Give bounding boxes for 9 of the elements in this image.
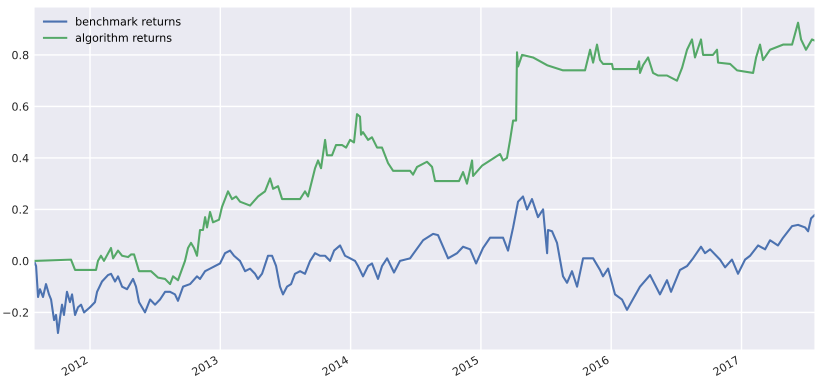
y-tick-label: 0.2 xyxy=(12,205,28,214)
y-tick-label: −0.2 xyxy=(3,308,28,317)
line-series xyxy=(34,195,815,334)
legend-label: benchmark returns xyxy=(76,17,181,26)
legend-label: algorithm returns xyxy=(76,33,172,44)
y-tick-label: 0.0 xyxy=(12,256,28,266)
y-tick-label: 0.8 xyxy=(12,50,28,60)
y-tick-label: 0.4 xyxy=(12,154,29,162)
y-tick-label: 0.6 xyxy=(12,102,28,111)
